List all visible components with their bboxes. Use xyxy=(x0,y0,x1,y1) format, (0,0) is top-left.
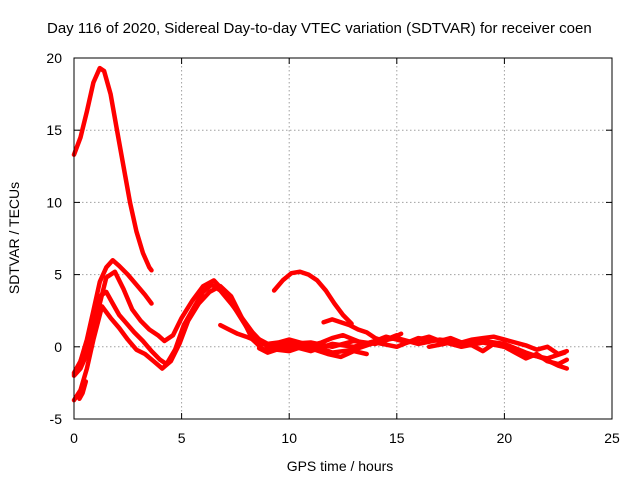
series-line-s11 xyxy=(426,340,570,367)
y-tick-label: 15 xyxy=(46,122,62,138)
series-line-s1 xyxy=(71,65,154,273)
series-line-s8 xyxy=(271,269,354,326)
y-axis-label: SDTVAR / TECUs xyxy=(6,182,22,294)
chart-title: Day 116 of 2020, Sidereal Day-to-day VTE… xyxy=(47,20,592,37)
y-tick-label: 0 xyxy=(54,339,62,355)
plot-frame xyxy=(73,57,613,420)
y-tick-label: 5 xyxy=(54,267,62,283)
y-tick-label: -5 xyxy=(50,411,63,427)
x-tick-label: 10 xyxy=(281,430,297,446)
x-tick-label: 20 xyxy=(497,430,513,446)
series-line-s9 xyxy=(321,317,404,344)
x-tick-label: 15 xyxy=(389,430,405,446)
series-line-s6 xyxy=(77,379,89,402)
x-axis-label: GPS time / hours xyxy=(287,458,394,474)
x-tick-label: 5 xyxy=(178,430,186,446)
x-tick-label: 25 xyxy=(604,430,620,446)
y-tick-label: 20 xyxy=(46,50,62,66)
y-tick-label: 10 xyxy=(46,194,62,210)
series-line-s3 xyxy=(71,269,400,378)
series-group xyxy=(71,65,570,403)
series-line-s10 xyxy=(256,344,369,360)
x-tick-label: 0 xyxy=(70,430,78,446)
axis-ticks: 0 5 10 15 20 25 -5 0 5 10 15 20 xyxy=(46,50,620,446)
